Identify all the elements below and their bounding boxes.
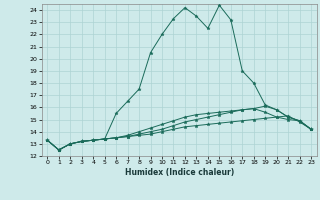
X-axis label: Humidex (Indice chaleur): Humidex (Indice chaleur): [124, 168, 234, 177]
